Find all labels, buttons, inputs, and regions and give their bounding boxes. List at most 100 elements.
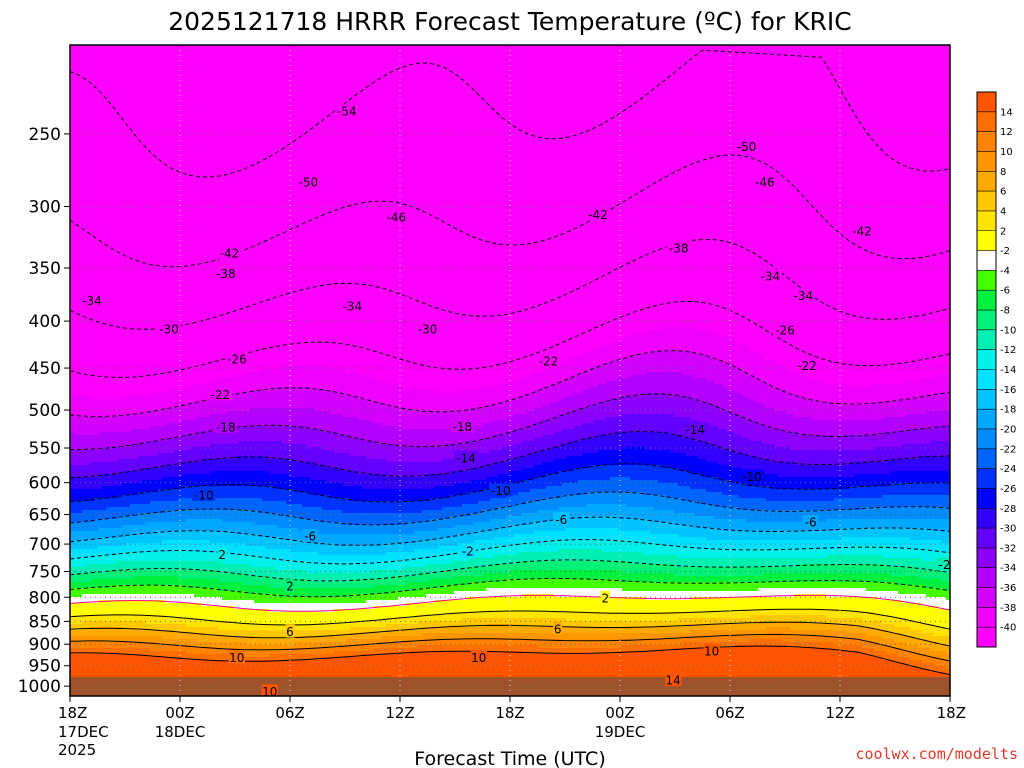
temperature-band [414,489,419,502]
temperature-band [570,357,575,379]
temperature-band [214,552,219,562]
temperature-band [766,639,771,646]
temperature-band [530,561,535,571]
temperature-band [294,648,299,655]
temperature-band [590,351,595,370]
temperature-band [378,513,383,526]
temperature-band [482,423,487,439]
temperature-band [750,615,755,625]
temperature-band [434,555,439,565]
temperature-band [618,477,623,493]
temperature-band [418,45,423,391]
temperature-band [258,630,263,640]
temperature-band [402,630,407,637]
temperature-band [122,642,127,649]
temperature-band [658,600,663,613]
temperature-band [310,582,315,589]
temperature-band [430,594,435,604]
temperature-band [306,624,311,631]
temperature-band [174,570,179,577]
temperature-band [242,591,247,601]
temperature-band [490,45,495,388]
temperature-band [746,540,751,550]
temperature-band [266,390,271,409]
temperature-band [82,588,87,595]
temperature-band [766,549,771,559]
temperature-band [410,651,415,696]
temperature-band [246,522,251,535]
temperature-band [198,570,203,580]
temperature-band [594,528,599,541]
temperature-band [194,633,199,640]
temperature-band [542,618,547,628]
temperature-band [594,504,599,517]
temperature-band [422,447,427,463]
temperature-band [474,45,479,391]
temperature-band [266,537,271,550]
temperature-band [582,453,587,469]
temperature-band [266,576,271,586]
temperature-band [306,597,311,604]
temperature-band [510,447,515,460]
temperature-band [718,360,723,385]
temperature-band [738,540,743,550]
temperature-band [298,45,303,367]
temperature-band [778,462,783,478]
temperature-band [646,495,651,508]
temperature-band [222,654,227,661]
temperature-band [102,510,107,520]
temperature-band [618,648,623,652]
temperature-band [190,462,195,475]
temperature-band [758,597,763,610]
temperature-band [474,480,479,493]
temperature-band [266,639,271,646]
temperature-band [710,558,715,568]
temperature-band [322,636,327,643]
temperature-band [318,411,323,430]
temperature-band [750,639,755,646]
temperature-band [622,591,627,598]
temperature-band [242,585,247,592]
temperature-band [282,639,287,646]
temperature-band [514,633,519,640]
temperature-band [130,654,135,696]
temperature-band [234,510,239,523]
temperature-band [278,651,283,655]
temperature-band [654,522,659,535]
temperature-band [94,540,99,550]
temperature-band [262,537,267,547]
temperature-band [694,516,699,529]
temperature-band [130,534,135,544]
temperature-band [254,372,259,391]
temperature-band [318,495,323,508]
temperature-band [642,639,647,646]
temperature-band [510,588,515,598]
temperature-band [742,372,747,397]
temperature-band [170,561,175,571]
temperature-band [126,471,131,484]
temperature-band [178,585,183,595]
temperature-band [106,648,111,655]
temperature-band [494,450,499,463]
temperature-band [382,627,387,634]
temperature-band [198,561,203,571]
temperature-band [206,552,211,562]
temperature-band [86,549,91,559]
temperature-band [398,636,403,643]
temperature-band [782,45,787,367]
temperature-band [238,642,243,652]
temperature-band [570,483,575,496]
temperature-band [314,507,319,520]
temperature-band [218,621,223,631]
temperature-band [290,612,295,625]
temperature-band [270,45,275,370]
temperature-band [226,378,231,397]
temperature-band [226,471,231,487]
temperature-band [754,378,759,403]
temperature-band [150,411,155,427]
temperature-band [702,459,707,478]
temperature-band [438,411,443,430]
temperature-band [82,603,87,616]
temperature-band [274,549,279,559]
temperature-band [102,432,107,448]
